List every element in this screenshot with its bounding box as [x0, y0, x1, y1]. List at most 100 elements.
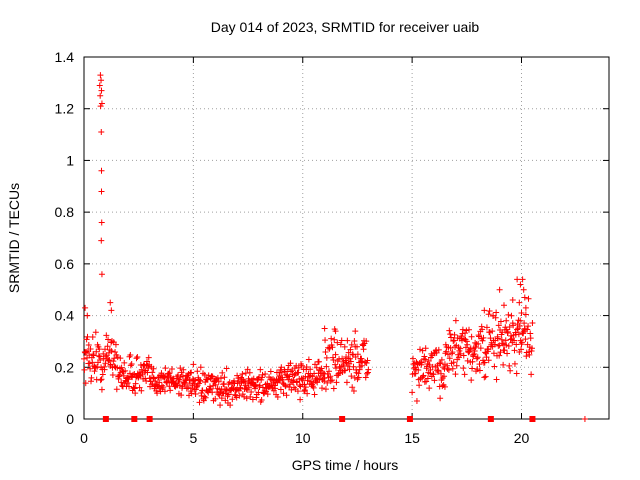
data-point — [528, 371, 535, 378]
data-point — [258, 397, 265, 404]
data-point — [410, 355, 416, 362]
data-point — [262, 371, 269, 378]
x-tick-label: 10 — [295, 430, 311, 446]
x-axis-label: GPS time / hours — [292, 457, 399, 473]
data-point — [462, 344, 469, 351]
y-tick-label: 0.6 — [55, 256, 75, 272]
data-point — [332, 361, 339, 368]
data-point — [215, 378, 222, 385]
data-point — [485, 357, 492, 364]
data-point — [82, 304, 89, 311]
data-point — [102, 346, 108, 353]
data-point — [460, 352, 467, 359]
data-point — [86, 360, 93, 367]
data-point — [166, 369, 173, 376]
data-point — [98, 386, 105, 393]
data-point — [437, 395, 444, 402]
data-point — [444, 365, 451, 372]
data-point — [521, 294, 528, 301]
data-point — [304, 390, 311, 397]
data-point — [348, 341, 355, 348]
data-point — [471, 348, 478, 355]
data-point — [334, 339, 341, 346]
data-point — [108, 348, 115, 355]
data-point — [430, 371, 437, 378]
data-point — [469, 365, 476, 372]
data-point — [133, 355, 140, 362]
data-point — [355, 374, 362, 381]
data-point — [495, 322, 502, 329]
data-point — [513, 341, 520, 348]
data-point — [418, 359, 425, 366]
data-point — [451, 337, 458, 344]
data-point — [474, 354, 481, 361]
data-point — [476, 361, 483, 368]
data-point — [445, 367, 452, 374]
data-point — [222, 397, 229, 404]
data-point — [177, 365, 184, 372]
data-point — [422, 345, 429, 352]
data-point — [420, 372, 427, 379]
zero-marker — [146, 416, 153, 422]
data-point — [322, 337, 329, 344]
data-point — [505, 342, 512, 349]
data-point — [96, 82, 103, 89]
data-point — [447, 345, 454, 352]
data-point — [507, 367, 514, 374]
data-point — [479, 326, 486, 333]
data-point — [330, 385, 337, 392]
data-point — [95, 352, 102, 359]
axis-ticks: 0 5 10 15 20 0 0.2 0.4 0.6 0.8 1 1.2 1.4 — [55, 49, 609, 446]
data-point — [105, 357, 112, 364]
data-point — [521, 320, 528, 327]
data-point — [511, 360, 518, 367]
data-point — [109, 371, 116, 378]
data-point — [285, 376, 292, 383]
data-point — [201, 371, 208, 378]
data-point — [318, 365, 325, 372]
data-point — [287, 381, 294, 388]
data-point — [97, 72, 104, 79]
data-point — [154, 390, 161, 397]
data-point — [236, 392, 243, 399]
data-point — [348, 373, 355, 380]
data-point — [337, 341, 344, 348]
data-point — [452, 317, 459, 324]
data-point — [202, 394, 209, 401]
data-point — [134, 354, 141, 361]
data-point — [365, 366, 372, 373]
zero-marker — [487, 416, 494, 422]
data-point — [424, 375, 431, 382]
data-point — [84, 312, 91, 319]
data-point — [89, 334, 96, 341]
data-point — [97, 103, 104, 110]
data-point — [514, 326, 521, 333]
data-point — [445, 351, 451, 358]
data-point — [126, 383, 133, 390]
data-point — [505, 311, 512, 318]
data-point — [332, 328, 339, 335]
data-point — [431, 377, 438, 384]
data-point — [194, 368, 201, 375]
data-point — [166, 383, 173, 390]
data-point — [331, 336, 338, 343]
data-point — [185, 384, 192, 391]
data-point — [278, 364, 285, 371]
data-point — [256, 382, 263, 389]
data-point — [235, 375, 242, 382]
data-point — [464, 341, 471, 348]
data-point — [210, 382, 217, 389]
data-point — [329, 377, 336, 384]
data-point — [245, 384, 252, 391]
data-point — [480, 334, 487, 341]
data-point — [426, 385, 433, 392]
zero-marker — [406, 416, 413, 422]
data-point — [351, 338, 358, 345]
data-point — [506, 362, 513, 369]
data-point — [436, 360, 443, 367]
data-point — [482, 349, 489, 356]
data-point — [476, 367, 483, 374]
data-point — [298, 362, 305, 369]
data-point — [90, 352, 97, 359]
data-point — [500, 361, 507, 368]
